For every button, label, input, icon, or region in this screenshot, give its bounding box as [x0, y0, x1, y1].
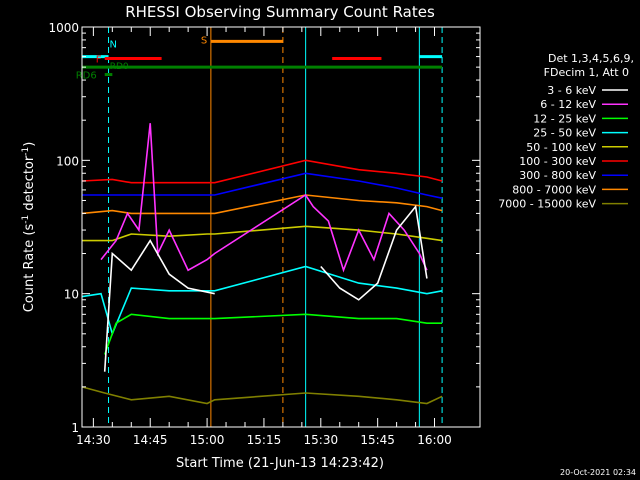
footer-timestamp: 20-Oct-2021 02:34 [560, 468, 636, 477]
series-line [103, 204, 428, 372]
legend-header-line1: Det 1,3,4,5,6,9, [548, 52, 634, 65]
x-tick-label: 15:00 [190, 433, 225, 447]
rd6-label: RD6 [76, 71, 97, 82]
y-axis-label-main: Count Rate (s [22, 224, 37, 313]
x-tick-label: 14:30 [76, 433, 111, 447]
x-tick-label: 16:00 [417, 433, 452, 447]
y-tick-label: 1000 [48, 21, 79, 35]
x-axis-ticks: 14:30 14:45 15:00 15:15 15:30 15:45 16:00 [76, 27, 452, 447]
legend-label: 12 - 25 keV [533, 112, 596, 125]
series-line [81, 265, 443, 337]
chart-title: RHESSI Observing Summary Count Rates [125, 3, 435, 21]
rd0-label: RD0 [110, 62, 129, 72]
series-line [81, 194, 443, 215]
series-line [103, 313, 443, 355]
y-axis-ticks: 1 10 100 1000 [48, 21, 480, 435]
y-axis-label: Count Rate (s-1 detector-1) [21, 142, 37, 313]
x-tick-label: 15:30 [304, 433, 339, 447]
series-line [81, 159, 443, 184]
plot-frame [81, 26, 481, 428]
legend-label: 7000 - 15000 keV [498, 198, 596, 211]
legend-label: 25 - 50 keV [533, 127, 596, 140]
legend-label: 800 - 7000 keV [512, 183, 596, 196]
x-axis-label: Start Time (21-Jun-13 14:23:42) [176, 456, 384, 471]
y-tick-label: 1 [71, 421, 79, 435]
y-axis-label-end: ) [22, 142, 37, 147]
series-line [82, 225, 443, 242]
y-tick-label: 10 [64, 288, 79, 302]
legend-label: 50 - 100 keV [526, 141, 596, 154]
x-tick-label: 14:45 [133, 433, 168, 447]
y-axis-label-mid: detector [22, 155, 37, 215]
x-tick-label: 15:45 [360, 433, 395, 447]
legend: Det 1,3,4,5,6,9, FDecim 1, Att 0 3 - 6 k… [498, 52, 634, 211]
series-line [81, 386, 443, 405]
legend-label: 3 - 6 keV [547, 84, 596, 97]
y-axis-label-sup1: -1 [21, 215, 31, 224]
saa-bar-label: S [201, 35, 207, 46]
x-tick-label: 15:15 [247, 433, 282, 447]
series-line [100, 123, 428, 273]
legend-label: 6 - 12 keV [540, 98, 596, 111]
night-label: N [110, 40, 117, 51]
y-axis-label-sup2: -1 [21, 147, 31, 156]
flare-bar-label: F [96, 55, 102, 66]
series-line [82, 172, 443, 199]
y-tick-label: 100 [56, 154, 79, 168]
legend-label: 100 - 300 keV [519, 155, 596, 168]
legend-label: 300 - 800 keV [519, 169, 596, 182]
legend-header-line2: FDecim 1, Att 0 [544, 66, 629, 79]
